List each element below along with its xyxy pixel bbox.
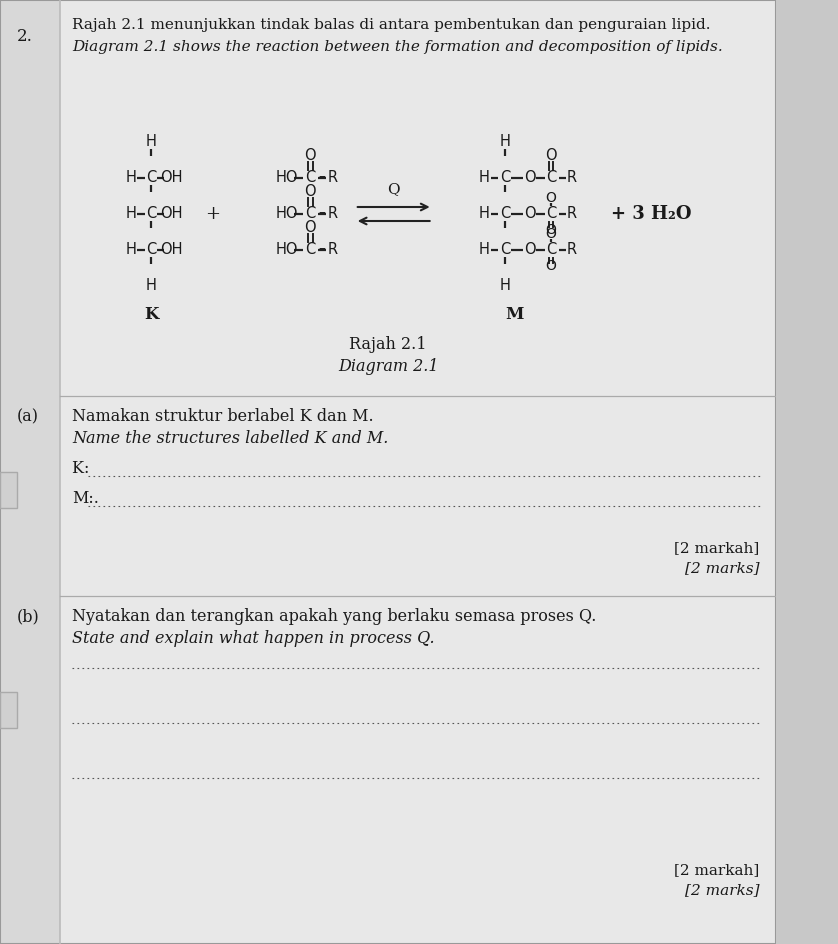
Text: +: +	[205, 205, 220, 223]
Text: 2.: 2.	[17, 28, 33, 45]
Text: R: R	[328, 243, 338, 258]
Text: Name the structures labelled K and M.: Name the structures labelled K and M.	[72, 430, 389, 447]
Text: O: O	[524, 243, 535, 258]
Text: Rajah 2.1 menunjukkan tindak balas di antara pembentukan dan penguraian lipid.: Rajah 2.1 menunjukkan tindak balas di an…	[72, 18, 711, 32]
Text: H: H	[479, 171, 490, 186]
Text: (b): (b)	[17, 608, 39, 625]
Text: O: O	[304, 148, 316, 163]
Text: C: C	[499, 171, 510, 186]
Text: M:.: M:.	[72, 490, 99, 507]
Text: H: H	[146, 278, 157, 294]
Text: H: H	[125, 171, 136, 186]
Text: M: M	[505, 306, 523, 323]
Text: Rajah 2.1: Rajah 2.1	[349, 336, 427, 353]
Text: C: C	[499, 207, 510, 222]
Text: Diagram 2.1 shows the reaction between the formation and decomposition of lipids: Diagram 2.1 shows the reaction between t…	[72, 40, 723, 54]
Text: [2 marks]: [2 marks]	[685, 561, 759, 575]
Text: R: R	[328, 171, 338, 186]
Text: HO: HO	[276, 207, 298, 222]
Text: + 3 H₂O: + 3 H₂O	[612, 205, 692, 223]
Text: K:: K:	[72, 460, 95, 477]
Text: C: C	[146, 243, 156, 258]
Text: (a): (a)	[17, 408, 39, 425]
Text: O: O	[524, 171, 535, 186]
Text: C: C	[146, 207, 156, 222]
Text: R: R	[566, 207, 577, 222]
Bar	[0, 692, 17, 728]
Text: [2 markah]: [2 markah]	[675, 863, 759, 877]
Bar	[0, 472, 17, 508]
Text: OH: OH	[160, 207, 183, 222]
Text: –: –	[318, 171, 325, 185]
Text: R: R	[566, 243, 577, 258]
Text: Namakan struktur berlabel K dan M.: Namakan struktur berlabel K dan M.	[72, 408, 374, 425]
Text: R: R	[566, 171, 577, 186]
Text: R: R	[328, 207, 338, 222]
Text: –: –	[318, 243, 325, 257]
Text: C: C	[305, 171, 315, 186]
Text: [2 markah]: [2 markah]	[675, 541, 759, 555]
Text: HO: HO	[276, 243, 298, 258]
Text: O: O	[304, 221, 316, 235]
Text: O: O	[546, 223, 556, 237]
Text: [2 marks]: [2 marks]	[685, 883, 759, 897]
Text: K: K	[144, 306, 158, 323]
Text: O: O	[546, 259, 556, 273]
Text: OH: OH	[160, 171, 183, 186]
Text: O: O	[304, 184, 316, 199]
Text: C: C	[499, 243, 510, 258]
Text: O: O	[546, 227, 556, 241]
Text: O: O	[524, 207, 535, 222]
Text: Q: Q	[387, 182, 400, 196]
Text: H: H	[479, 207, 490, 222]
Text: H: H	[499, 134, 510, 149]
Text: Diagram 2.1: Diagram 2.1	[338, 358, 438, 375]
Text: State and explain what happen in process Q.: State and explain what happen in process…	[72, 630, 435, 647]
Text: O: O	[546, 191, 556, 205]
Bar	[0, 0, 60, 944]
Text: H: H	[146, 134, 157, 149]
Text: C: C	[546, 207, 556, 222]
Text: HO: HO	[276, 171, 298, 186]
Text: H: H	[479, 243, 490, 258]
Text: C: C	[146, 171, 156, 186]
Text: C: C	[546, 243, 556, 258]
Text: Nyatakan dan terangkan apakah yang berlaku semasa proses Q.: Nyatakan dan terangkan apakah yang berla…	[72, 608, 597, 625]
Text: OH: OH	[160, 243, 183, 258]
Text: H: H	[125, 207, 136, 222]
Text: C: C	[305, 243, 315, 258]
Text: H: H	[125, 243, 136, 258]
Text: C: C	[546, 171, 556, 186]
Text: H: H	[499, 278, 510, 294]
Text: –: –	[318, 207, 325, 221]
Text: C: C	[305, 207, 315, 222]
Text: O: O	[546, 148, 557, 163]
